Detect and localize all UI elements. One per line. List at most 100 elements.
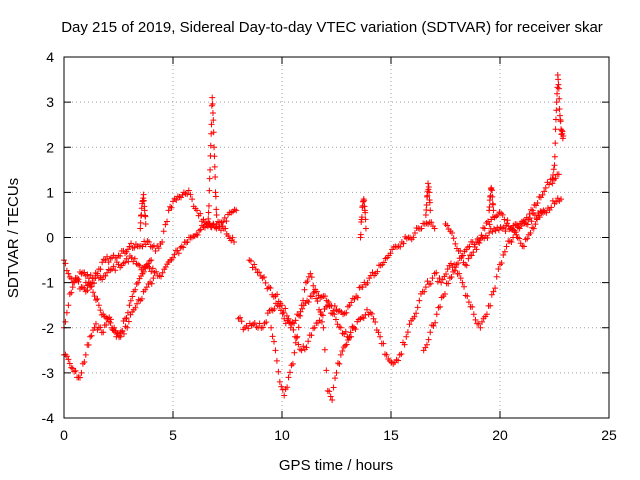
y-tick-label: 2 <box>46 139 54 155</box>
data-point-track-8 <box>455 260 462 267</box>
data-point-track-2 <box>229 234 236 241</box>
data-point-track-4 <box>92 296 99 303</box>
data-point-track-6 <box>429 275 436 282</box>
axis-ticks <box>63 56 610 419</box>
data-point-spike-16.7h <box>425 180 432 187</box>
data-point-track-2 <box>180 244 187 251</box>
data-point-track-9 <box>433 269 440 276</box>
data-point-track-6 <box>422 284 429 291</box>
data-point-track-2 <box>122 259 129 266</box>
data-point-track-1 <box>65 270 72 277</box>
data-point-track-9 <box>552 175 559 182</box>
data-point-track-6 <box>288 320 295 327</box>
data-point-track-9 <box>498 260 505 267</box>
data-point-track-8 <box>466 243 473 250</box>
data-point-spike-19.6h <box>489 187 496 194</box>
data-point-track-2 <box>136 262 143 269</box>
data-point-spike-19.6h <box>490 201 497 208</box>
data-point-track-5 <box>299 305 306 312</box>
data-point-track-4 <box>114 330 121 337</box>
data-point-track-9 <box>508 239 515 246</box>
data-point-spike-22.7h <box>559 128 566 135</box>
data-point-track-9 <box>501 248 508 255</box>
data-point-track-8 <box>484 234 491 241</box>
data-point-track-2 <box>170 254 176 261</box>
data-point-track-2 <box>131 255 138 262</box>
data-point-spike-19.6h <box>490 207 497 214</box>
data-point-track-2 <box>216 223 223 230</box>
data-point-track-2 <box>153 268 160 275</box>
data-point-track-3 <box>71 368 78 375</box>
data-point-track-7 <box>345 337 352 344</box>
data-point-track-7 <box>298 302 305 309</box>
data-point-spike-13.7h <box>357 231 364 238</box>
data-point-track-10 <box>516 235 523 242</box>
data-point-track-2 <box>184 238 191 245</box>
data-point-track-4 <box>103 315 110 322</box>
data-point-track-1 <box>97 266 104 273</box>
data-point-track-1 <box>152 248 159 255</box>
data-point-track-6 <box>380 340 387 347</box>
data-point-track-8 <box>445 280 452 287</box>
data-point-track-6 <box>421 288 428 295</box>
data-point-track-6 <box>362 311 369 318</box>
data-point-track-6 <box>261 274 268 281</box>
data-point-track-6 <box>413 310 420 317</box>
data-point-track-6 <box>331 311 338 318</box>
data-point-track-7 <box>281 392 288 399</box>
data-point-spike-6.8h <box>204 220 211 227</box>
data-point-track-7 <box>304 278 311 285</box>
data-point-track-10 <box>520 243 527 250</box>
data-point-track-2 <box>72 274 79 281</box>
data-point-track-9 <box>541 188 548 195</box>
data-point-track-3 <box>76 374 83 381</box>
data-point-track-1 <box>105 259 112 266</box>
data-point-track-1 <box>165 207 172 214</box>
data-point-track-7 <box>275 368 282 375</box>
data-point-track-4 <box>138 295 145 302</box>
data-point-spike-6.8h <box>212 174 219 181</box>
data-point-track-9 <box>513 231 520 238</box>
data-point-track-4 <box>85 279 92 286</box>
data-point-track-7 <box>334 360 341 367</box>
data-point-track-3 <box>129 293 136 300</box>
data-point-track-9 <box>490 288 497 295</box>
data-point-track-7 <box>327 393 334 400</box>
data-point-track-2 <box>66 290 73 297</box>
data-point-spike-13.7h <box>362 225 369 232</box>
data-point-spike-6.8h <box>207 166 214 173</box>
data-point-track-4 <box>134 300 141 307</box>
data-point-track-4 <box>82 279 89 286</box>
data-point-track-3 <box>78 369 85 376</box>
data-point-track-1 <box>189 196 196 203</box>
data-point-track-5 <box>400 240 407 247</box>
data-point-track-9 <box>542 184 549 191</box>
data-point-track-7 <box>301 286 308 293</box>
data-point-track-7 <box>326 388 333 395</box>
data-point-track-7 <box>292 339 299 346</box>
data-point-track-3 <box>63 353 70 360</box>
data-point-track-5 <box>331 303 338 310</box>
data-point-track-10 <box>478 232 485 239</box>
data-point-track-4 <box>97 307 104 314</box>
data-point-track-1 <box>139 243 146 250</box>
data-point-track-3 <box>82 351 89 358</box>
data-point-spike-6.8h <box>205 202 212 209</box>
data-point-track-5 <box>428 219 435 226</box>
data-point-track-3 <box>81 359 88 366</box>
data-point-spike-6.8h <box>211 153 218 160</box>
data-point-spike-22.7h <box>551 162 558 169</box>
data-point-spike-22.7h <box>554 84 561 91</box>
data-point-track-3 <box>142 265 149 272</box>
data-point-spike-6.8h <box>206 175 213 182</box>
data-point-track-6 <box>293 334 300 341</box>
data-point-track-9 <box>477 324 484 331</box>
data-point-track-8 <box>432 319 439 326</box>
data-point-track-2 <box>193 231 200 238</box>
data-point-track-3 <box>103 321 110 328</box>
data-point-track-7 <box>269 333 276 340</box>
data-point-track-8 <box>553 198 560 205</box>
data-point-track-9 <box>495 265 502 272</box>
data-point-spike-3.6h <box>137 219 144 226</box>
data-point-track-6 <box>401 341 408 348</box>
